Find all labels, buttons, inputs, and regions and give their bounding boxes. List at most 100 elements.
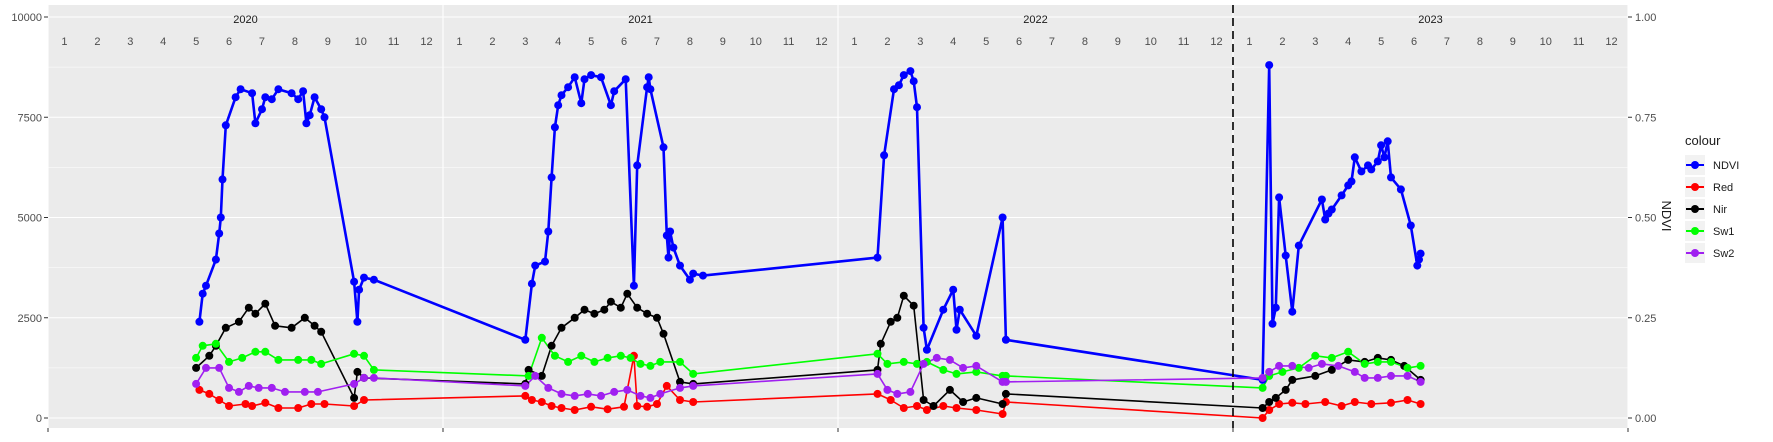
- data-point-red: [527, 396, 536, 404]
- month-label: 2: [1279, 36, 1285, 48]
- data-point-sw1: [360, 351, 368, 360]
- data-point-red: [1367, 400, 1376, 408]
- data-point-sw1: [1360, 359, 1369, 368]
- data-point-ndvi: [355, 285, 364, 294]
- legend-key-point: [1691, 205, 1699, 213]
- month-label: 7: [1049, 36, 1055, 48]
- month-label: 5: [193, 36, 199, 48]
- legend-label: Sw1: [1713, 226, 1734, 238]
- data-point-red: [1416, 400, 1425, 408]
- data-point-sw1: [656, 357, 665, 366]
- data-point-red: [1258, 414, 1267, 422]
- data-point-ndvi: [320, 113, 329, 122]
- data-point-red: [248, 402, 257, 410]
- data-point-nir: [192, 363, 201, 372]
- data-point-sw2: [570, 391, 579, 400]
- data-point-sw1: [636, 359, 645, 368]
- data-point-sw2: [1288, 361, 1297, 370]
- data-point-sw1: [1278, 367, 1287, 376]
- data-point-nir: [1001, 389, 1010, 398]
- data-point-red: [1403, 396, 1412, 404]
- data-point-red: [603, 405, 612, 414]
- data-point-ndvi: [236, 85, 245, 94]
- data-point-ndvi: [952, 325, 961, 334]
- data-point-red: [360, 396, 368, 404]
- data-point-sw2: [267, 383, 276, 392]
- data-point-sw1: [1311, 351, 1320, 360]
- y-tick-label: 7500: [18, 112, 42, 124]
- data-point-nir: [909, 301, 918, 310]
- data-point-nir: [893, 313, 902, 322]
- data-point-nir: [524, 365, 533, 374]
- axes: 0 2500 5000 7500 10000 0.00 0.25 0.50 0.75 1.00: [11, 12, 1656, 432]
- month-label: 5: [1378, 36, 1384, 48]
- month-label: 9: [1115, 36, 1121, 48]
- data-point-ndvi: [1406, 221, 1415, 230]
- data-point-ndvi: [1337, 191, 1346, 200]
- data-point-ndvi: [211, 255, 220, 264]
- data-point-sw1: [294, 355, 303, 364]
- month-label: 5: [983, 36, 989, 48]
- data-point-sw1: [274, 355, 283, 364]
- data-point-ndvi: [610, 87, 619, 96]
- data-point-sw2: [873, 369, 882, 378]
- data-point-ndvi: [215, 229, 224, 238]
- data-point-ndvi: [955, 305, 964, 314]
- month-label: 3: [127, 36, 133, 48]
- data-point-sw1: [873, 349, 882, 358]
- month-label: 11: [783, 36, 794, 48]
- data-point-sw2: [244, 381, 253, 390]
- data-point-sw1: [1373, 357, 1382, 366]
- data-point-sw2: [202, 363, 210, 372]
- data-point-ndvi: [998, 213, 1007, 222]
- data-point-red: [1321, 398, 1330, 406]
- month-label: 8: [1477, 36, 1483, 48]
- data-point-red: [913, 402, 921, 410]
- data-point-sw1: [899, 357, 908, 366]
- data-point-nir: [919, 396, 928, 404]
- data-point-nir: [945, 385, 954, 394]
- data-point-nir: [353, 367, 362, 376]
- data-point-ndvi: [1350, 153, 1359, 162]
- legend-key-point: [1691, 183, 1699, 191]
- data-point-red: [537, 398, 546, 406]
- month-label: 2: [884, 36, 890, 48]
- data-point-nir: [899, 291, 908, 300]
- data-point-sw1: [261, 347, 270, 356]
- data-point-nir: [350, 393, 359, 402]
- data-point-ndvi: [1367, 165, 1376, 174]
- legend-key-point: [1691, 249, 1699, 257]
- data-point-ndvi: [287, 89, 296, 98]
- data-point-sw1: [550, 351, 559, 360]
- data-point-sw1: [369, 365, 378, 374]
- data-point-sw2: [360, 373, 368, 382]
- month-label: 7: [1444, 36, 1450, 48]
- data-point-sw1: [603, 353, 612, 362]
- month-label: 1: [851, 36, 857, 48]
- data-point-sw2: [369, 373, 378, 382]
- data-point-red: [274, 404, 283, 412]
- legend-title: colour: [1685, 133, 1721, 148]
- data-point-sw1: [676, 357, 684, 366]
- data-point-sw1: [972, 367, 981, 376]
- data-point-red: [215, 396, 224, 404]
- data-point-ndvi: [570, 73, 579, 82]
- y2-tick-label: 0.50: [1635, 213, 1656, 225]
- data-point-ndvi: [899, 71, 908, 80]
- data-point-sw1: [211, 339, 220, 348]
- month-label: 1: [61, 36, 67, 48]
- data-point-nir: [616, 303, 625, 312]
- legend-label: Sw2: [1713, 248, 1734, 260]
- data-point-sw2: [623, 385, 632, 394]
- data-point-ndvi: [597, 73, 605, 82]
- data-point-sw1: [307, 355, 316, 364]
- data-point-red: [1350, 398, 1359, 406]
- month-label: 6: [621, 36, 627, 48]
- data-point-ndvi: [248, 89, 257, 98]
- data-point-nir: [600, 305, 609, 314]
- data-point-nir: [886, 317, 895, 326]
- month-label: 4: [1345, 36, 1351, 48]
- month-label: 1: [456, 36, 462, 48]
- data-point-red: [873, 389, 882, 398]
